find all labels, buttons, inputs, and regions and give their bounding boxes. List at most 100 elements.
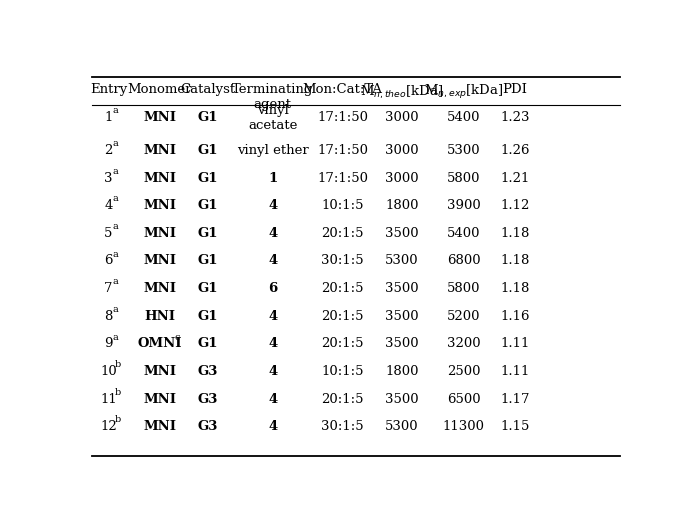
Text: MNI: MNI <box>143 111 176 124</box>
Text: G1: G1 <box>198 227 218 240</box>
Text: b: b <box>115 388 121 397</box>
Text: 3500: 3500 <box>385 393 419 406</box>
Text: Terminating
agent: Terminating agent <box>232 83 313 111</box>
Text: 9: 9 <box>104 337 113 350</box>
Text: 2500: 2500 <box>447 365 481 378</box>
Text: c: c <box>174 333 180 342</box>
Text: 1.21: 1.21 <box>500 172 530 185</box>
Text: 1800: 1800 <box>385 365 418 378</box>
Text: 17:1:50: 17:1:50 <box>317 111 368 124</box>
Text: MNI: MNI <box>143 365 176 378</box>
Text: 4: 4 <box>268 420 277 433</box>
Text: 3900: 3900 <box>447 199 481 212</box>
Text: 1.23: 1.23 <box>500 111 530 124</box>
Text: 3500: 3500 <box>385 337 419 350</box>
Text: b: b <box>115 415 121 424</box>
Text: G1: G1 <box>198 199 218 212</box>
Text: 1.12: 1.12 <box>500 199 530 212</box>
Text: 4: 4 <box>268 227 277 240</box>
Text: 4: 4 <box>268 365 277 378</box>
Text: 1.11: 1.11 <box>500 337 530 350</box>
Text: 3500: 3500 <box>385 227 419 240</box>
Text: 3: 3 <box>104 172 113 185</box>
Text: 6: 6 <box>268 282 277 295</box>
Text: 6800: 6800 <box>447 254 481 267</box>
Text: MNI: MNI <box>143 199 176 212</box>
Text: G1: G1 <box>198 144 218 157</box>
Text: 3000: 3000 <box>385 172 419 185</box>
Text: 2: 2 <box>104 144 113 157</box>
Text: 3500: 3500 <box>385 310 419 323</box>
Text: 17:1:50: 17:1:50 <box>317 172 368 185</box>
Text: 5300: 5300 <box>385 420 419 433</box>
Text: 30:1:5: 30:1:5 <box>321 420 364 433</box>
Text: 8: 8 <box>104 310 113 323</box>
Text: G1: G1 <box>198 172 218 185</box>
Text: 3200: 3200 <box>447 337 481 350</box>
Text: G1: G1 <box>198 282 218 295</box>
Text: a: a <box>113 107 118 115</box>
Text: 4: 4 <box>268 254 277 267</box>
Text: 5400: 5400 <box>447 227 481 240</box>
Text: 1: 1 <box>104 111 113 124</box>
Text: 5: 5 <box>104 227 113 240</box>
Text: G3: G3 <box>198 420 218 433</box>
Text: 3000: 3000 <box>385 111 419 124</box>
Text: Mon:Cat:TA: Mon:Cat:TA <box>303 83 383 96</box>
Text: 1: 1 <box>268 172 277 185</box>
Text: 1.11: 1.11 <box>500 365 530 378</box>
Text: 5300: 5300 <box>385 254 419 267</box>
Text: 4: 4 <box>104 199 113 212</box>
Text: 3000: 3000 <box>385 144 419 157</box>
Text: 11300: 11300 <box>443 420 485 433</box>
Text: 30:1:5: 30:1:5 <box>321 254 364 267</box>
Text: 1.18: 1.18 <box>500 227 530 240</box>
Text: MNI: MNI <box>143 393 176 406</box>
Text: Monomer: Monomer <box>127 83 192 96</box>
Text: 20:1:5: 20:1:5 <box>322 393 364 406</box>
Text: 5200: 5200 <box>447 310 481 323</box>
Text: M$_{n,exp}$[kDa]: M$_{n,exp}$[kDa] <box>424 83 504 101</box>
Text: 5300: 5300 <box>447 144 481 157</box>
Text: a: a <box>113 250 118 258</box>
Text: MNI: MNI <box>143 254 176 267</box>
Text: 5400: 5400 <box>447 111 481 124</box>
Text: 5800: 5800 <box>447 282 481 295</box>
Text: G3: G3 <box>198 393 218 406</box>
Text: 1.16: 1.16 <box>500 310 530 323</box>
Text: 4: 4 <box>268 199 277 212</box>
Text: vinyl
acetate: vinyl acetate <box>248 103 297 132</box>
Text: G3: G3 <box>198 365 218 378</box>
Text: Entry: Entry <box>90 83 127 96</box>
Text: M$_{n,theo}$[kDa]: M$_{n,theo}$[kDa] <box>360 83 443 101</box>
Text: 4: 4 <box>268 310 277 323</box>
Text: 1.15: 1.15 <box>500 420 530 433</box>
Text: 7: 7 <box>104 282 113 295</box>
Text: 5800: 5800 <box>447 172 481 185</box>
Text: 1.26: 1.26 <box>500 144 530 157</box>
Text: 1.18: 1.18 <box>500 282 530 295</box>
Text: 20:1:5: 20:1:5 <box>322 227 364 240</box>
Text: MNI: MNI <box>143 172 176 185</box>
Text: 6500: 6500 <box>447 393 481 406</box>
Text: 12: 12 <box>100 420 117 433</box>
Text: MNI: MNI <box>143 420 176 433</box>
Text: MNI: MNI <box>143 144 176 157</box>
Text: 6: 6 <box>104 254 113 267</box>
Text: 17:1:50: 17:1:50 <box>317 144 368 157</box>
Text: MNI: MNI <box>143 227 176 240</box>
Text: HNI: HNI <box>144 310 175 323</box>
Text: 1.17: 1.17 <box>500 393 530 406</box>
Text: 20:1:5: 20:1:5 <box>322 282 364 295</box>
Text: 10:1:5: 10:1:5 <box>322 199 364 212</box>
Text: 11: 11 <box>100 393 117 406</box>
Text: OMNI: OMNI <box>138 337 182 350</box>
Text: 20:1:5: 20:1:5 <box>322 337 364 350</box>
Text: a: a <box>113 139 118 148</box>
Text: 10:1:5: 10:1:5 <box>322 365 364 378</box>
Text: a: a <box>113 277 118 287</box>
Text: a: a <box>113 333 118 342</box>
Text: 1800: 1800 <box>385 199 418 212</box>
Text: PDI: PDI <box>502 83 528 96</box>
Text: vinyl ether: vinyl ether <box>237 144 309 157</box>
